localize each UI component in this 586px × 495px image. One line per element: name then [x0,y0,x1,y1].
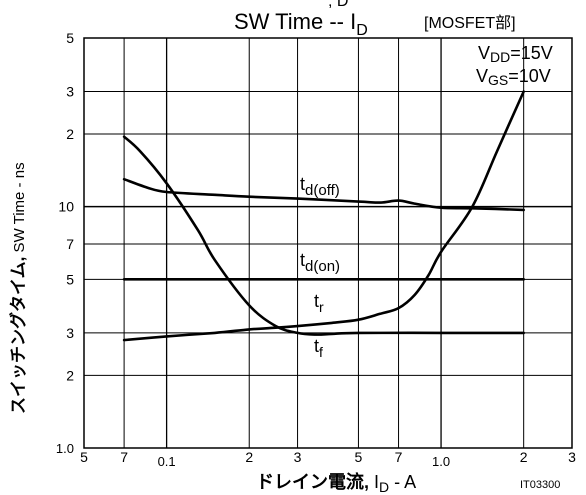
y-tick-label: 1.0 [56,441,74,456]
x-tick-label: 5 [355,449,363,465]
x-tick-label: 2 [245,449,253,465]
title-cut-text: , D [328,0,348,10]
x-axis-label: ドレイン電流, ID - A [256,471,416,495]
y-tick-label: 3 [66,84,74,100]
series-td-off-line [122,177,525,212]
series-label-tr: tr [314,291,324,315]
series-tf-line [122,135,525,336]
y-tick-label: 2 [66,126,74,142]
series-label-td-off: td(off) [300,174,340,199]
x-tick-labels: 5 7 0.1 2 3 5 7 1.0 2 3 [80,449,576,469]
figure-id: IT03300 [520,479,560,491]
x-tick-label: 3 [294,449,302,465]
y-tick-label: 7 [66,236,74,252]
plot-frame [83,37,573,449]
y-axis-label: スイッチングタイム, SW Time - ns [8,162,28,414]
y-tick-label: 10 [58,199,74,215]
x-tick-label: 5 [80,449,88,465]
y-tick-label: 5 [66,271,74,287]
series-label-td-on: td(on) [300,250,340,275]
y-tick-label: 3 [66,325,74,341]
plot-grid [84,38,572,448]
y-tick-label: 2 [66,367,74,383]
x-tick-label: 2 [520,449,528,465]
x-tick-label: 0.1 [158,454,176,469]
x-tick-label: 7 [120,449,128,465]
x-tick-label: 1.0 [432,454,450,469]
series-label-tf: tf [314,336,323,360]
condition-vdd: VDD=15V [478,43,553,65]
y-tick-labels: 1.0 2 3 5 7 10 2 3 5 [56,30,74,456]
series-tr-line [122,90,525,342]
chart-title: SW Time -- ID [234,9,368,39]
mosfet-tag: [MOSFET部] [424,14,516,32]
x-tick-label: 3 [568,449,576,465]
y-tick-label: 5 [66,30,74,46]
condition-vgs: VGS=10V [476,66,551,88]
series-group [122,90,525,342]
x-tick-label: 7 [395,449,403,465]
